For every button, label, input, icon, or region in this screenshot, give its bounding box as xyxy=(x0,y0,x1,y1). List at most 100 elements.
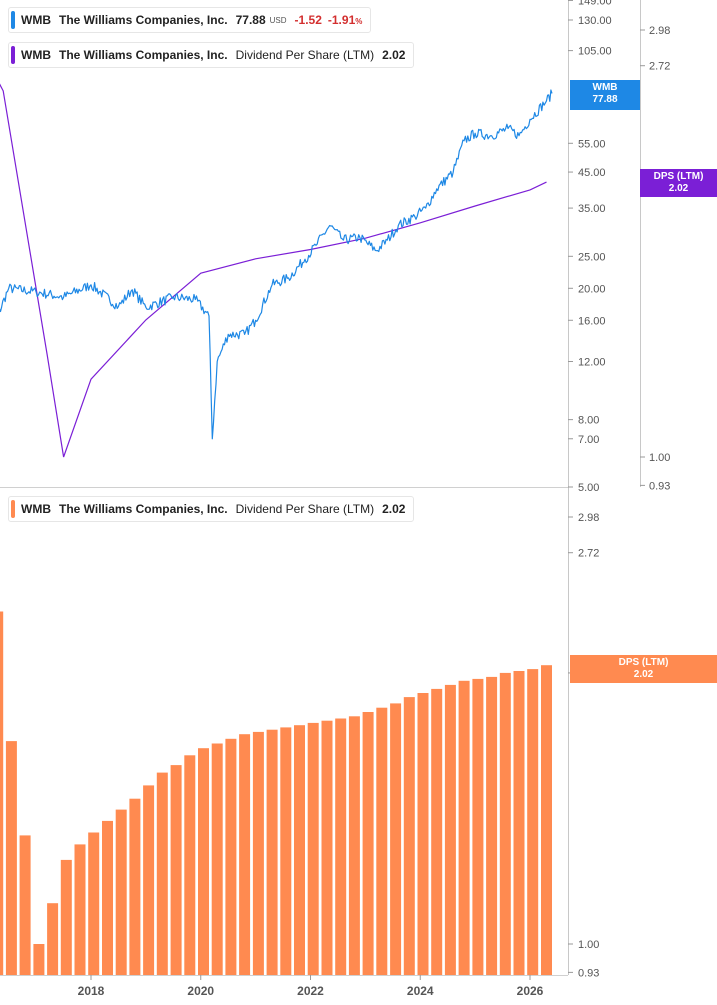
dps-bar xyxy=(444,684,456,975)
price-legend[interactable]: WMB The Williams Companies, Inc. 77.88 U… xyxy=(8,7,372,33)
legend-change-pct: -1.91% xyxy=(327,13,363,27)
price-axis: 5.00 7.00 8.00 12.00 16.00 20.00 25.00 35.00 45.… xyxy=(568,0,612,494)
dps-bar xyxy=(143,785,155,975)
price-tick-label: 8.00 xyxy=(578,415,599,427)
dps-tick-label: 0.93 xyxy=(649,480,670,492)
dps-tick-label: 1.00 xyxy=(649,452,670,464)
dps-bar xyxy=(198,748,209,975)
dps-bar xyxy=(499,672,511,975)
dps-bar xyxy=(390,703,402,975)
legend-metric: Dividend Per Share (LTM) xyxy=(235,48,375,62)
dps-bar xyxy=(33,944,45,975)
dps-bar xyxy=(115,809,127,975)
legend-company: The Williams Companies, Inc. xyxy=(59,502,228,516)
dps-bar xyxy=(60,859,72,975)
dps-bar xyxy=(170,765,182,975)
dps-bar xyxy=(184,755,196,975)
legend-price-value: 77.88 xyxy=(235,13,266,27)
legend-ticker: WMB xyxy=(21,13,51,27)
price-tick-label: 12.00 xyxy=(578,357,606,369)
x-axis: 2018 2020 2022 2024 2026 xyxy=(78,975,544,998)
dps-value-tag-bottom: DPS (LTM) 2.02 xyxy=(570,655,717,683)
x-tick-label: 2020 xyxy=(187,984,214,998)
dps-bar xyxy=(486,676,498,975)
legend-change: -1.52 xyxy=(294,13,322,27)
price-value-tag: WMB 77.88 xyxy=(570,80,640,110)
legend-ticker: WMB xyxy=(21,502,51,516)
dps-bar xyxy=(348,716,360,975)
dps-bar xyxy=(417,693,429,975)
dps-bar xyxy=(5,741,17,975)
price-tick-label: 55.00 xyxy=(578,138,606,150)
dps-bar xyxy=(527,669,539,975)
dps-bar xyxy=(225,738,237,975)
dps-bar xyxy=(19,835,31,975)
dps-tick-label: 2.98 xyxy=(649,25,670,37)
dps-bar xyxy=(47,903,59,975)
dps-bar xyxy=(307,722,319,975)
x-tick-label: 2018 xyxy=(78,984,105,998)
price-tick-label: 16.00 xyxy=(578,315,606,327)
dps-tick-label: 2.72 xyxy=(649,61,670,73)
dps-bar xyxy=(513,671,525,975)
price-tick-label: 5.00 xyxy=(578,482,599,494)
bottom-tick-label: 2.72 xyxy=(578,548,599,560)
dps-legend-top[interactable]: WMB The Williams Companies, Inc. Dividen… xyxy=(8,42,415,68)
price-tick-label: 130.00 xyxy=(578,15,612,27)
dps-bar xyxy=(321,720,333,975)
dps-bar xyxy=(431,688,443,975)
price-tick-label: 149.00 xyxy=(578,0,612,7)
dps-bar xyxy=(211,743,223,975)
dps-legend-bottom[interactable]: WMB The Williams Companies, Inc. Dividen… xyxy=(8,496,415,522)
price-tick-label: 45.00 xyxy=(578,167,606,179)
legend-company: The Williams Companies, Inc. xyxy=(59,48,228,62)
dps-bar xyxy=(280,727,292,975)
bottom-y-axis: 0.931.002.002.722.98 xyxy=(568,512,599,979)
dps-bar xyxy=(74,844,86,975)
dps-line-layer xyxy=(0,83,547,458)
dps-bar xyxy=(472,678,484,975)
price-legend-swatch xyxy=(11,11,15,29)
dps-bar xyxy=(541,665,552,975)
legend-currency: USD xyxy=(269,15,287,25)
dps-bar xyxy=(102,820,113,975)
dps-bar xyxy=(376,707,388,975)
price-tick-label: 20.00 xyxy=(578,283,606,295)
price-tick-label: 105.00 xyxy=(578,46,612,58)
legend-company: The Williams Companies, Inc. xyxy=(59,13,228,27)
dps-legend-swatch xyxy=(11,46,15,64)
price-series-line xyxy=(0,89,553,440)
legend-ticker: WMB xyxy=(21,48,51,62)
legend-dps-value: 2.02 xyxy=(382,48,406,62)
dps-bar xyxy=(239,734,251,975)
price-tick-label: 25.00 xyxy=(578,251,606,263)
dps-bar xyxy=(335,718,347,975)
x-tick-label: 2026 xyxy=(517,984,544,998)
dps-value-tag-top: DPS (LTM) 2.02 xyxy=(640,169,717,197)
dps-bar xyxy=(362,712,374,975)
bottom-tick-label: 1.00 xyxy=(578,939,599,951)
bottom-tick-label: 0.93 xyxy=(578,967,599,979)
dps-bar xyxy=(266,729,278,975)
dps-bar xyxy=(252,731,264,975)
bottom-tick-label: 2.98 xyxy=(578,512,599,524)
x-tick-label: 2024 xyxy=(407,984,434,998)
dps-bar xyxy=(156,772,168,975)
x-tick-label: 2022 xyxy=(297,984,324,998)
price-tick-label: 35.00 xyxy=(578,203,606,215)
dps-bars-layer xyxy=(0,611,552,975)
dps-bar xyxy=(294,725,305,975)
dps-axis: 0.93 1.00 2.72 2.98 xyxy=(640,25,670,492)
legend-dps-value: 2.02 xyxy=(382,502,406,516)
dps-bar xyxy=(458,680,470,975)
legend-metric: Dividend Per Share (LTM) xyxy=(235,502,375,516)
dps-bars-legend-swatch xyxy=(11,500,15,518)
price-tick-label: 7.00 xyxy=(578,434,599,446)
dps-series-line xyxy=(0,83,547,458)
dps-bar xyxy=(0,611,4,975)
dps-bar xyxy=(88,832,100,975)
price-line-layer xyxy=(0,89,553,440)
dps-bar xyxy=(129,798,141,975)
dps-bar xyxy=(403,697,415,975)
